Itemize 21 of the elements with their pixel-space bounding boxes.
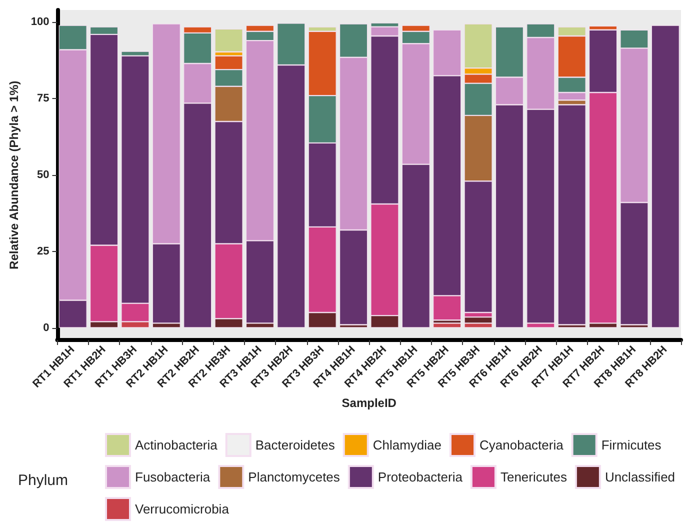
bar (214, 28, 243, 52)
y-tick-label: 50 (37, 169, 50, 181)
legend-label: Actinobacteria (135, 438, 218, 452)
y-axis-title: Relative Abundance (Phyla > 1%) (7, 80, 21, 270)
bar (433, 323, 462, 328)
y-tick-label: 25 (37, 245, 50, 258)
legend-label: Fusobacteria (135, 470, 211, 484)
y-tick-label: 0 (43, 322, 50, 334)
legend-title: Phylum (18, 472, 68, 489)
x-axis-title: SampleID (342, 396, 397, 410)
legend-label: Planctomycetes (248, 470, 340, 484)
legend-label: Bacteroidetes (255, 438, 336, 452)
legend-label: Cyanobacteria (480, 438, 564, 452)
y-tick-label: 75 (37, 92, 50, 105)
legend-label: Unclassified (604, 470, 676, 484)
legend-label: Verrucomicrobia (135, 502, 230, 516)
legend-label: Tenericutes (500, 470, 568, 484)
y-tick-label: 100 (30, 16, 50, 28)
legend-label: Proteobacteria (378, 470, 464, 484)
legend-label: Firmicutes (601, 438, 662, 452)
legend-label: Chlamydiae (372, 438, 442, 452)
